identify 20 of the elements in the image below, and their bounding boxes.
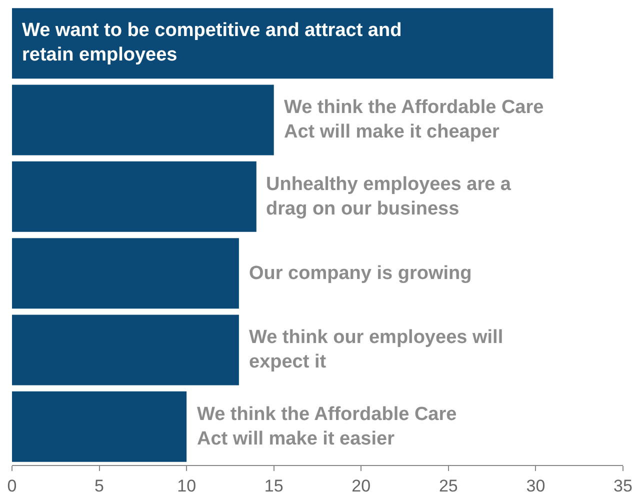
x-tick-label: 0	[7, 476, 17, 496]
y-tick-label: Unhealthy employees are a drag on our business	[266, 174, 512, 220]
y-tick-label: We think the Affordable Care Act will make it cheaper	[284, 97, 544, 143]
x-tick-label: 20	[352, 476, 371, 496]
y-tick-label: We think the Affordable Care Act will make it easier	[197, 404, 457, 450]
x-tick-label: 35	[614, 476, 632, 496]
y-tick-label: We want to be competitive and attract and retain employees	[22, 20, 402, 66]
bar	[12, 314, 239, 386]
x-tick-label: 30	[526, 476, 546, 496]
bar	[12, 8, 554, 79]
bar	[12, 84, 274, 156]
x-tick-label: 5	[94, 476, 104, 496]
bar	[12, 391, 187, 462]
y-tick-label: Our company is growing	[249, 263, 472, 284]
bar	[12, 238, 239, 309]
x-tick-label: 10	[177, 476, 196, 496]
x-tick-label: 25	[438, 476, 458, 496]
y-tick-label: We think our employees will expect it	[249, 327, 504, 373]
bar	[12, 161, 256, 232]
x-tick-label: 15	[264, 476, 284, 496]
